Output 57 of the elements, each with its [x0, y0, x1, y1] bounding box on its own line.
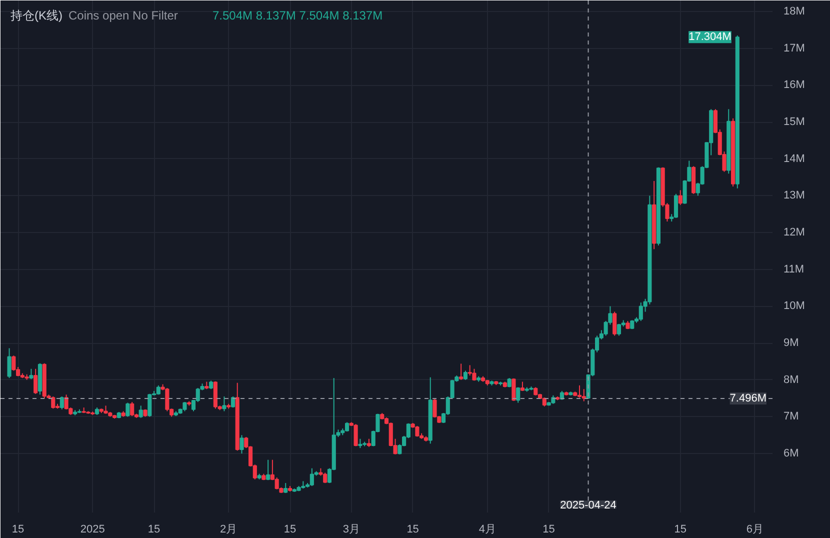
y-tick-label: 16M: [784, 79, 805, 92]
y-tick-label: 14M: [784, 152, 805, 165]
candlestick: [459, 363, 464, 380]
x-tick-label: 15: [12, 524, 24, 536]
candlestick: [354, 424, 358, 447]
candlestick: [126, 402, 130, 418]
candlestick: [34, 368, 38, 394]
candlestick: [60, 396, 64, 410]
y-tick-label: 7M: [784, 410, 799, 423]
candlestick: [148, 393, 152, 418]
candlestick: [7, 348, 12, 379]
candlestick: [165, 388, 170, 412]
candlestick: [507, 378, 512, 388]
y-tick-label: 6M: [784, 448, 799, 460]
y-tick-label: 17M: [784, 42, 805, 54]
text: Coins open No Filter: [68, 8, 178, 22]
candlestick: [138, 405, 143, 418]
candlestick: [674, 193, 678, 218]
y-tick-label: 18M: [784, 6, 805, 18]
x-tick-label: 2月: [220, 524, 238, 536]
x-tick-label: 15: [148, 524, 160, 536]
x-tick-label: 4月: [478, 524, 496, 536]
x-tick-label: 2025: [80, 524, 105, 536]
x-tick-label: 15: [542, 524, 555, 536]
x-tick-label: 3月: [342, 524, 360, 536]
candlestick: [678, 190, 682, 206]
candlestick: [520, 381, 525, 392]
y-tick-label: 11M: [784, 263, 804, 276]
candlestick: [29, 368, 34, 380]
candlestick: [222, 396, 226, 412]
candlestick: [358, 438, 362, 449]
x-tick-label: 15: [674, 524, 687, 536]
x-tick-label: 15: [406, 524, 419, 536]
x-tick-label: 15: [284, 524, 296, 536]
candlestick: [516, 386, 520, 404]
annotation: 7.504M 8.137M 7.504M 8.137M: [212, 8, 383, 22]
candlestick: [130, 401, 134, 416]
annotation: 17.304M: [688, 31, 732, 44]
y-tick-label: 15M: [784, 116, 805, 128]
candlestick: [612, 311, 617, 336]
candlestick: [582, 388, 586, 402]
x-tick-label: 6月: [746, 524, 764, 536]
ref-line-label: 7.496M: [730, 392, 767, 404]
candlestick: [266, 459, 270, 481]
ref-line-label: 2025-04-24: [560, 500, 616, 512]
candlestick: [463, 370, 468, 380]
candlestick: [512, 378, 516, 402]
candlestick: [284, 482, 288, 494]
y-tick-label: 12M: [784, 226, 805, 239]
y-tick-label: 13M: [784, 190, 805, 202]
candlestick: [577, 384, 582, 398]
candlestick: [344, 422, 350, 432]
candlestick: [240, 434, 244, 454]
y-tick-label: 10M: [784, 300, 805, 312]
text: 持仓(K线): [10, 8, 62, 22]
y-tick-label: 8M: [784, 374, 799, 386]
y-tick-label: 9M: [784, 337, 799, 350]
